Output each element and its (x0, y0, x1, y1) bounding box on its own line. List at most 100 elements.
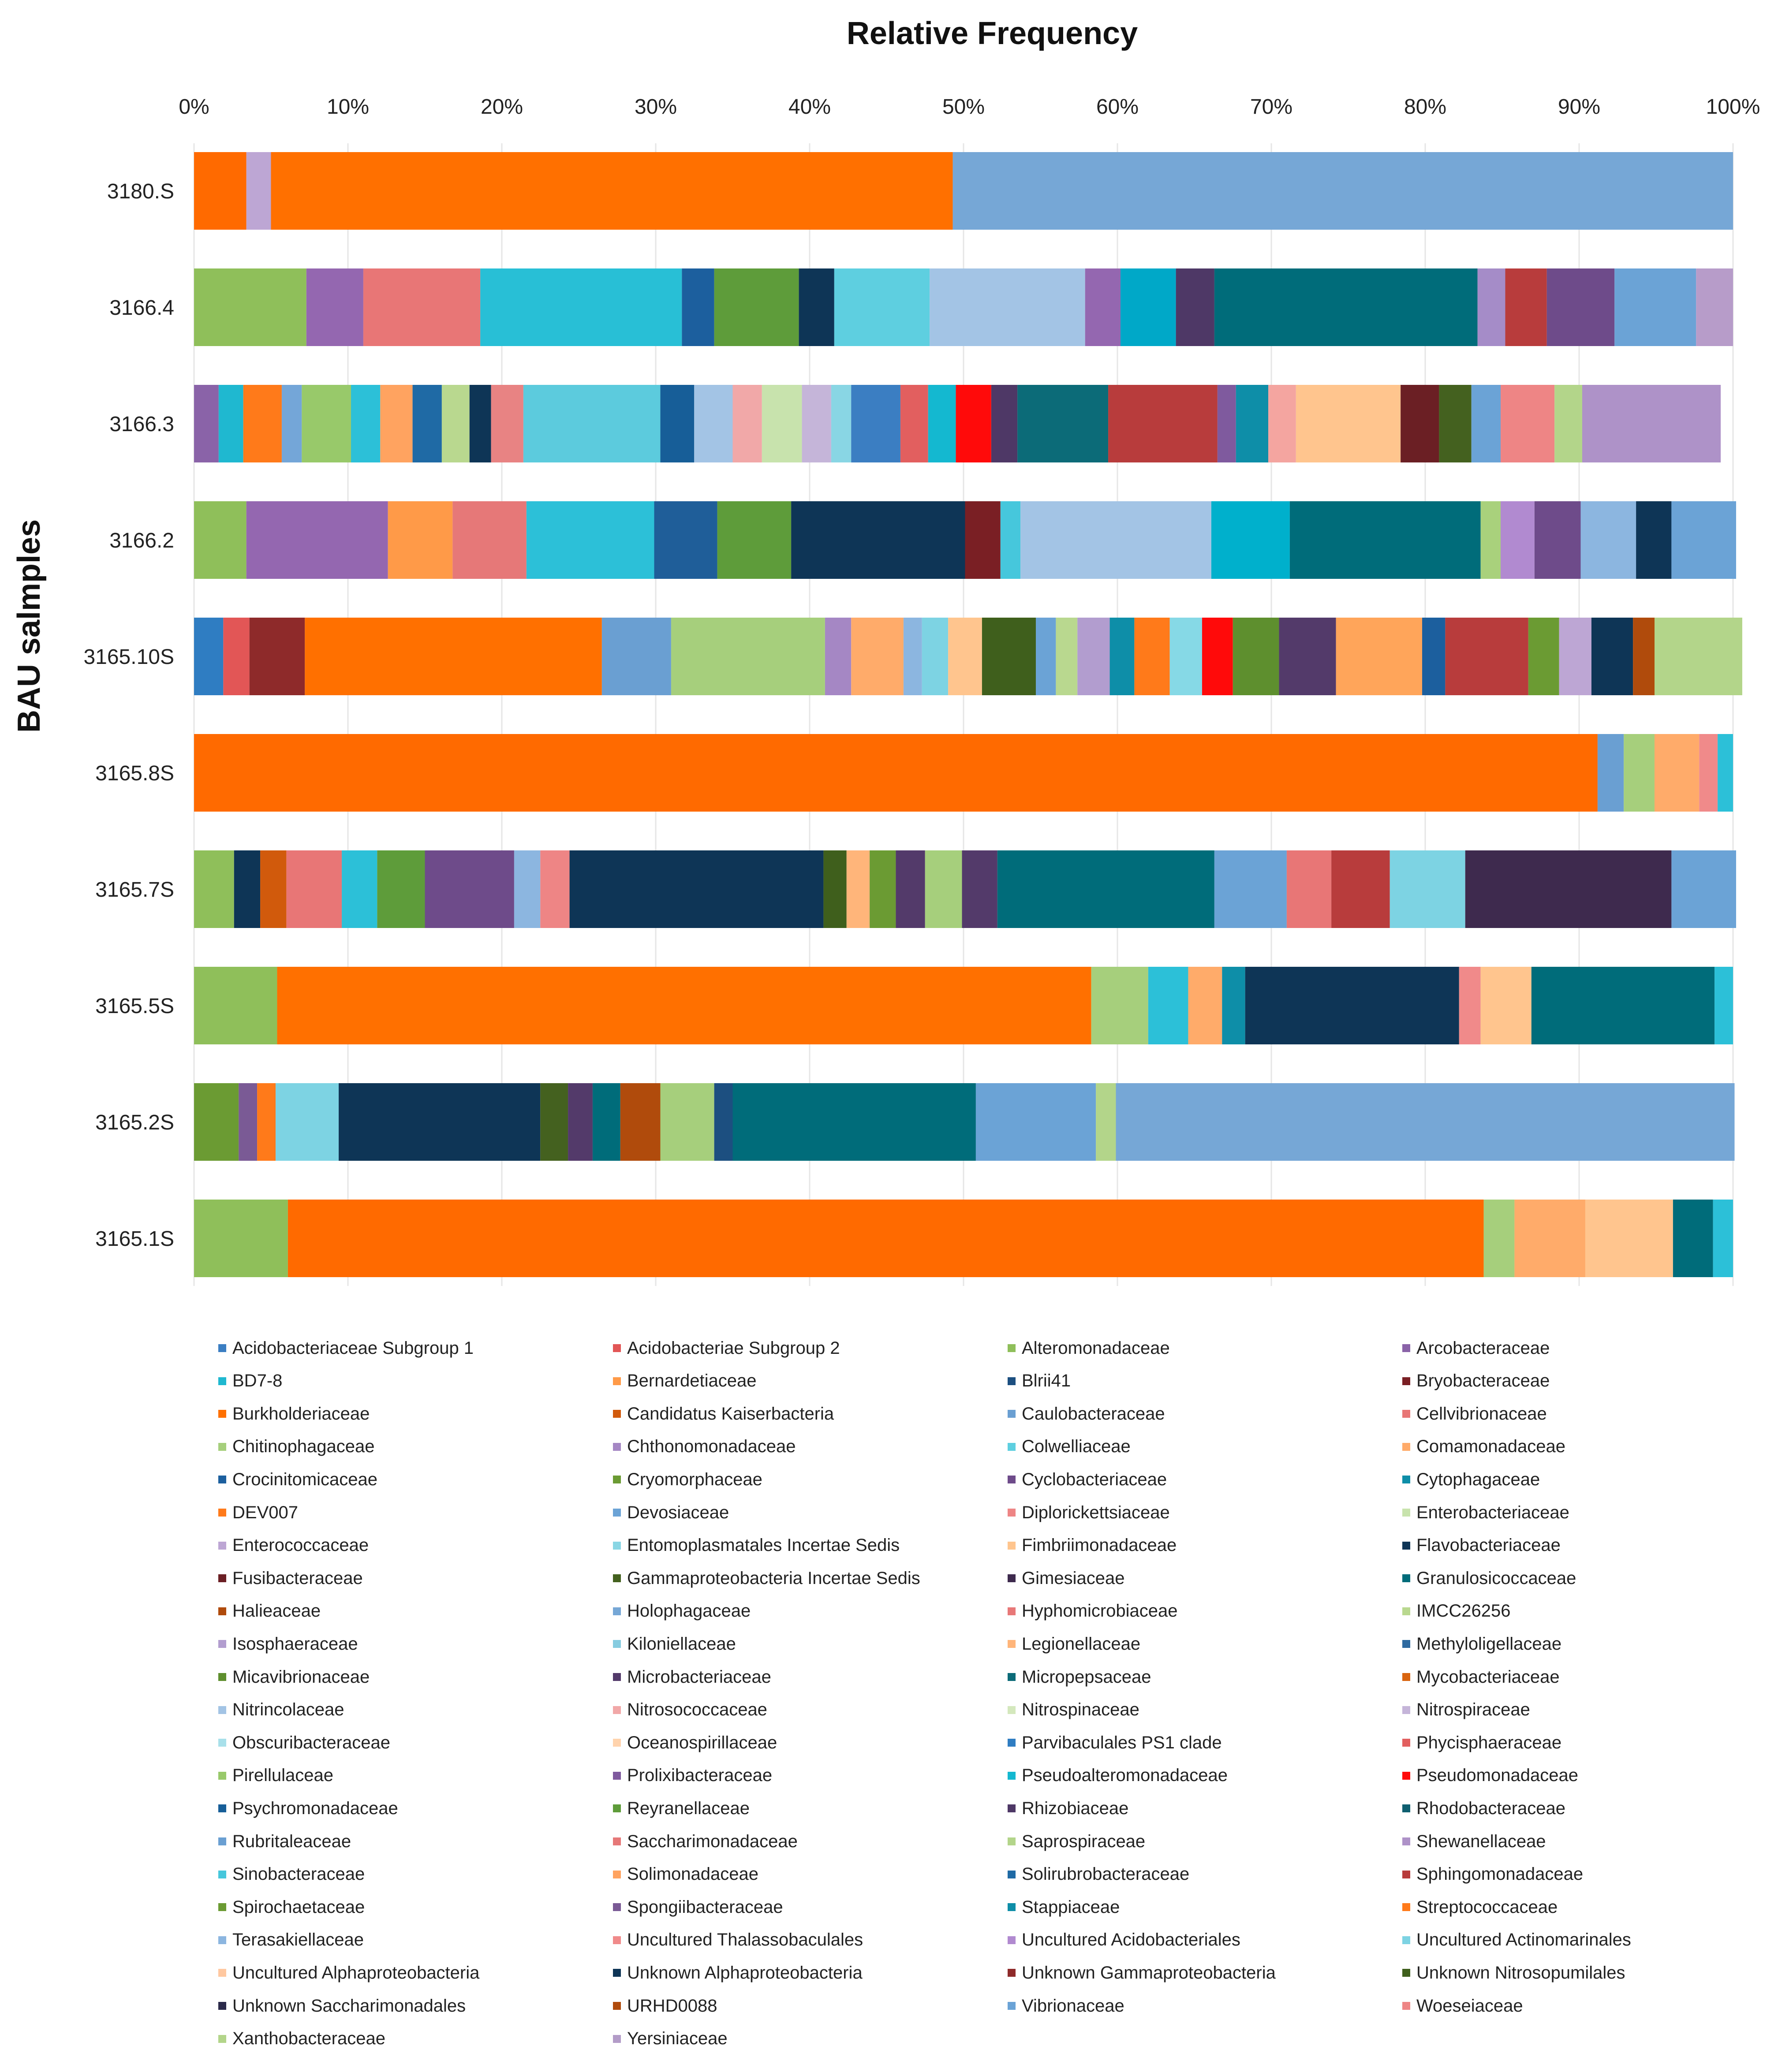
legend-label: Woeseiaceae (1416, 1996, 1523, 2016)
bar-segment (928, 385, 956, 462)
legend-label: Uncultured Alphaproteobacteria (232, 1963, 480, 1983)
legend-label: Unknown Gammaproteobacteria (1022, 1963, 1276, 1983)
bar-segment (660, 385, 695, 462)
x-tick-label: 20% (481, 95, 523, 119)
bar-segment (1000, 501, 1021, 579)
bar-segment (1580, 501, 1636, 579)
legend-swatch (1402, 1541, 1410, 1550)
legend-item: Cellvibrionaceae (1402, 1401, 1547, 1427)
legend-swatch (613, 1936, 621, 1944)
bar-segment (948, 618, 982, 695)
legend-swatch (1402, 1607, 1410, 1615)
legend-label: Pseudomonadaceae (1416, 1766, 1578, 1785)
legend-item: Rubritaleaceae (218, 1828, 351, 1855)
legend-swatch (218, 1410, 226, 1418)
bar-segment (903, 618, 922, 695)
legend-label: Parvibaculales PS1 clade (1022, 1733, 1222, 1752)
legend-label: Cytophagaceae (1416, 1469, 1540, 1489)
legend-item: Uncultured Actinomarinales (1402, 1927, 1631, 1953)
legend-label: Caulobacteraceae (1022, 1404, 1165, 1424)
legend-item: Spongiibacteraceae (613, 1894, 783, 1920)
bar-segment (363, 268, 481, 346)
bar-segment (732, 1083, 976, 1161)
bar-segment (194, 967, 277, 1044)
legend-item: Acidobacteriae Subgroup 2 (613, 1335, 840, 1361)
legend-label: Xanthobacteraceae (232, 2029, 385, 2049)
legend-item: Chthonomonadaceae (613, 1434, 796, 1460)
bar-segment (1020, 501, 1211, 579)
legend-label: Mycobacteriaceae (1416, 1667, 1560, 1687)
legend-label: URHD0088 (627, 1996, 717, 2016)
legend-swatch (1402, 1442, 1410, 1451)
x-tick-label: 80% (1404, 95, 1446, 119)
legend-item: Candidatus Kaiserbacteria (613, 1401, 834, 1427)
bar-segment (339, 1083, 541, 1161)
legend-swatch (613, 1969, 621, 1977)
bar-segment (1483, 1200, 1515, 1277)
legend-label: Candidatus Kaiserbacteria (627, 1404, 834, 1424)
legend-item: Psychromonadaceae (218, 1795, 398, 1822)
bar-segment (1401, 385, 1439, 462)
bar-segment (1286, 850, 1332, 928)
bar-segment (194, 618, 224, 695)
legend-item: Uncultured Alphaproteobacteria (218, 1960, 479, 1986)
legend-item: Alteromonadaceae (1008, 1335, 1170, 1361)
bar-segment (1505, 268, 1547, 346)
bar-segment (425, 850, 514, 928)
legend-label: Stappiaceae (1022, 1897, 1120, 1917)
legend-label: Streptococcaceae (1416, 1897, 1558, 1917)
legend-label: Micavibrionaceae (232, 1667, 370, 1687)
legend-item: Entomoplasmatales Incertae Sedis (613, 1532, 900, 1559)
bar-segment (194, 1083, 239, 1161)
legend-label: Unknown Alphaproteobacteria (627, 1963, 863, 1983)
legend-swatch (1008, 1706, 1016, 1714)
legend-item: Methyloligellaceae (1402, 1631, 1561, 1657)
legend-label: Uncultured Actinomarinales (1416, 1930, 1631, 1950)
bar-segment (1336, 618, 1423, 695)
legend-swatch (218, 1344, 226, 1352)
bar-segment (380, 385, 413, 462)
legend-item: Gimesiaceae (1008, 1565, 1124, 1591)
legend-swatch (218, 1574, 226, 1583)
bar-row (194, 1083, 1735, 1161)
legend-label: Holophagaceae (627, 1601, 751, 1621)
bar-segment (682, 268, 714, 346)
bar-segment (441, 385, 470, 462)
legend-label: Acidobacteriae Subgroup 2 (627, 1338, 840, 1358)
legend-item: Flavobacteriaceae (1402, 1532, 1561, 1559)
x-tick-label: 30% (635, 95, 677, 119)
bar-segment (257, 1083, 276, 1161)
sample-label: 3180.S (107, 180, 174, 203)
legend-swatch (218, 1706, 226, 1714)
bar-segment (1585, 1200, 1673, 1277)
bar-segment (802, 385, 831, 462)
legend-item: Gammaproteobacteria Incertae Sedis (613, 1565, 920, 1591)
legend-label: Reyranellaceae (627, 1798, 750, 1818)
legend-swatch (1008, 1442, 1016, 1451)
legend-item: Comamonadaceae (1402, 1434, 1565, 1460)
bar-segment (1233, 618, 1279, 695)
legend-label: Crocinitomicaceae (232, 1469, 378, 1489)
bar-segment (281, 385, 302, 462)
legend-label: Shewanellaceae (1416, 1831, 1546, 1851)
legend-item: Burkholderiaceae (218, 1401, 370, 1427)
bar-segment (1514, 1200, 1585, 1277)
bar-segment (452, 501, 527, 579)
bar-segment (991, 385, 1018, 462)
legend-swatch (613, 1673, 621, 1681)
legend-item: Unknown Gammaproteobacteria (1008, 1960, 1276, 1986)
bar-segment (194, 850, 234, 928)
bar-row (194, 152, 1733, 230)
bar-segment (306, 268, 363, 346)
bar-segment (1477, 268, 1505, 346)
legend-item: Arcobacteraceae (1402, 1335, 1550, 1361)
bar-segment (275, 1083, 339, 1161)
bar-segment (246, 501, 388, 579)
bar-segment (717, 501, 792, 579)
legend-swatch (1402, 1344, 1410, 1352)
legend-label: Solirubrobacteraceae (1022, 1864, 1190, 1884)
legend-swatch (613, 1410, 621, 1418)
legend-swatch (613, 1640, 621, 1648)
bar-segment (896, 850, 925, 928)
legend-item: Prolixibacteraceae (613, 1763, 772, 1789)
